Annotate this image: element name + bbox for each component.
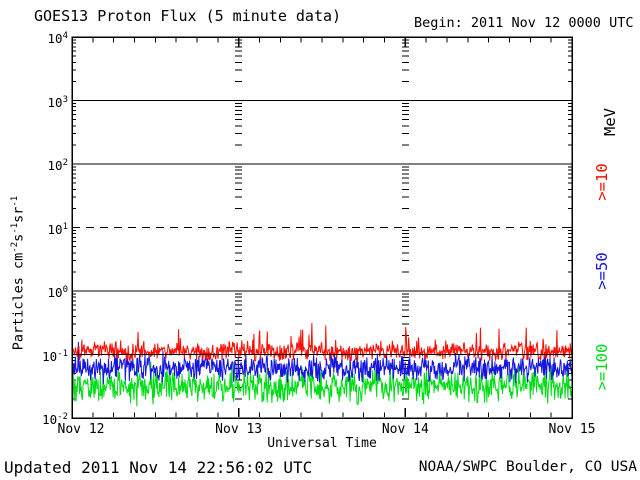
begin-timestamp: Begin: 2011 Nov 12 0000 UTC	[414, 15, 634, 31]
flux-trace-ge50	[71, 342, 573, 385]
y-tick-label-1e0: 100	[47, 285, 68, 301]
flux-trace-ge10	[71, 323, 573, 363]
y-tick-label-1e4: 104	[47, 31, 68, 47]
legend-series-ge10: >=10	[593, 163, 611, 201]
x-axis-title: Universal Time	[267, 436, 377, 451]
plot-frame	[71, 36, 573, 419]
y-tick-label-1e3: 103	[47, 94, 68, 110]
x-tick-label-nov-13: Nov 13	[215, 422, 263, 437]
y-tick-label-1e-2: 10-2	[42, 412, 68, 428]
y-tick-label-1e1: 101	[47, 221, 68, 237]
flux-trace-ge100	[71, 361, 573, 407]
updated-timestamp: Updated 2011 Nov 14 22:56:02 UTC	[4, 458, 313, 477]
y-tick-label-1e2: 102	[47, 158, 68, 174]
legend-series-ge100: >=100	[593, 343, 611, 391]
legend-series-ge50: >=50	[593, 252, 611, 290]
x-tick-label-nov-14: Nov 14	[381, 422, 429, 437]
y-tick-label-1e-1: 10-1	[42, 348, 68, 364]
chart-title: GOES13 Proton Flux (5 minute data)	[34, 7, 342, 25]
x-tick-label-nov-12: Nov 12	[57, 422, 105, 437]
source-attribution: NOAA/SWPC Boulder, CO USA	[418, 459, 637, 475]
y-axis-label: Particles cm-2s-1sr-1	[10, 195, 27, 351]
x-tick-label-nov-15: Nov 15	[548, 422, 596, 437]
